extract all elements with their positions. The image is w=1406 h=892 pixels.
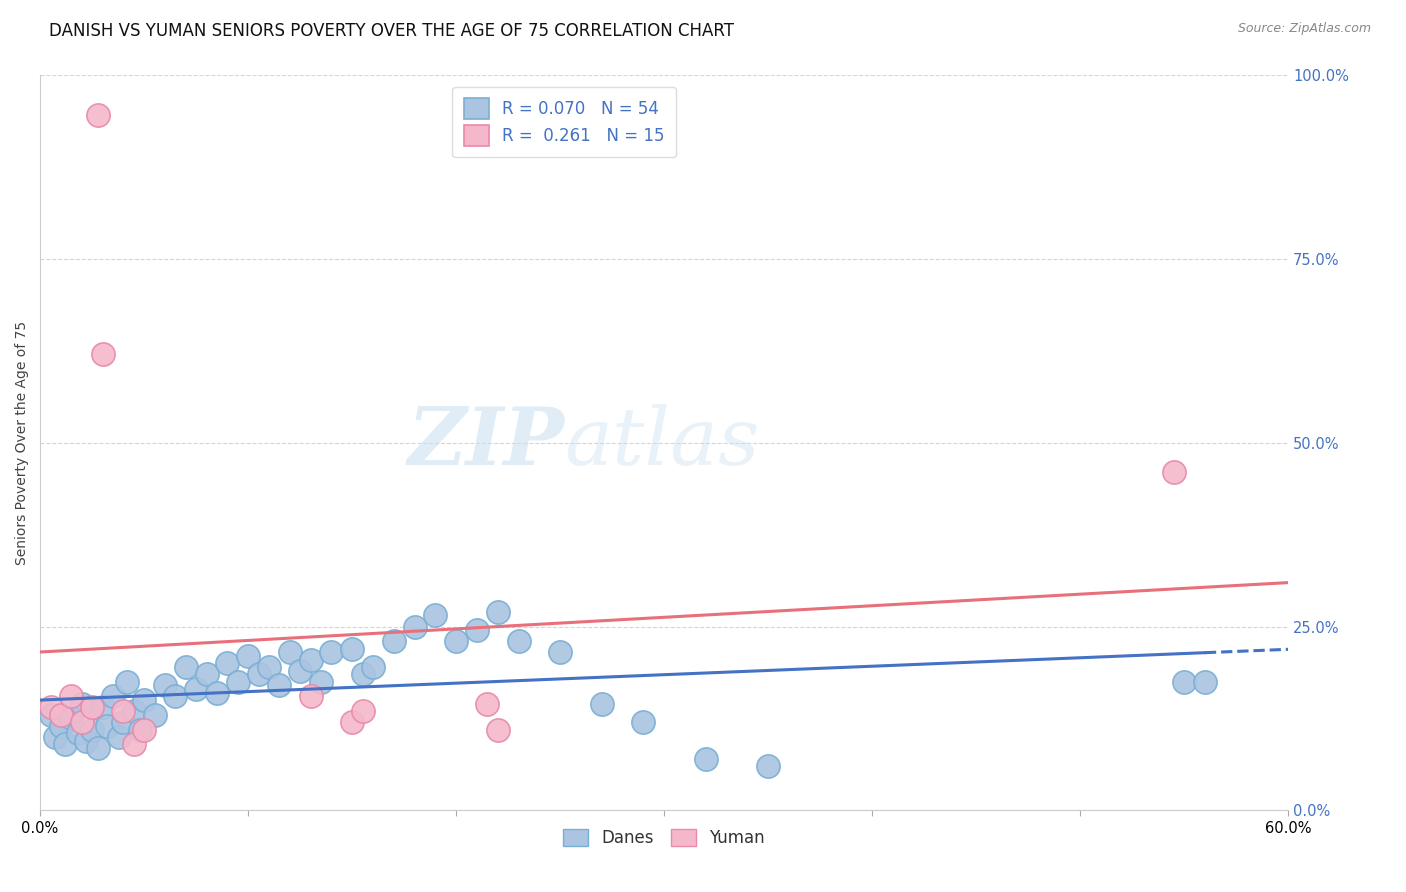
Point <box>91 347 114 361</box>
Point <box>340 641 363 656</box>
Point <box>82 700 104 714</box>
Point <box>486 605 509 619</box>
Point <box>153 678 176 692</box>
Point <box>309 674 332 689</box>
Point <box>132 723 155 737</box>
Point <box>236 648 259 663</box>
Point <box>1173 674 1195 689</box>
Point <box>486 723 509 737</box>
Point <box>321 645 343 659</box>
Point <box>299 690 322 704</box>
Point <box>112 704 135 718</box>
Point <box>299 652 322 666</box>
Point <box>112 715 135 730</box>
Point <box>340 715 363 730</box>
Point <box>117 674 139 689</box>
Text: ZIP: ZIP <box>408 404 564 482</box>
Point <box>165 690 187 704</box>
Point <box>288 664 311 678</box>
Point <box>217 657 239 671</box>
Point <box>508 634 530 648</box>
Point <box>591 697 613 711</box>
Point <box>477 697 499 711</box>
Point <box>184 681 207 696</box>
Y-axis label: Seniors Poverty Over the Age of 75: Seniors Poverty Over the Age of 75 <box>15 320 30 565</box>
Point <box>49 707 72 722</box>
Point <box>695 752 717 766</box>
Point <box>257 660 280 674</box>
Point <box>269 678 291 692</box>
Point <box>129 723 152 737</box>
Point <box>82 723 104 737</box>
Point <box>226 674 249 689</box>
Point <box>352 704 374 718</box>
Point <box>425 608 447 623</box>
Text: Source: ZipAtlas.com: Source: ZipAtlas.com <box>1237 22 1371 36</box>
Point <box>60 690 83 704</box>
Point <box>70 697 93 711</box>
Text: atlas: atlas <box>564 404 759 482</box>
Point <box>132 693 155 707</box>
Point <box>91 700 114 714</box>
Point <box>548 645 571 659</box>
Point <box>195 667 218 681</box>
Point <box>756 759 779 773</box>
Point <box>205 686 228 700</box>
Point <box>361 660 384 674</box>
Point <box>44 730 66 744</box>
Point <box>465 623 488 637</box>
Point <box>278 645 301 659</box>
Legend: Danes, Yuman: Danes, Yuman <box>557 822 772 854</box>
Point <box>101 690 124 704</box>
Point <box>87 108 110 122</box>
Point <box>87 740 110 755</box>
Point <box>1194 674 1216 689</box>
Point <box>108 730 131 744</box>
Point <box>174 660 197 674</box>
Point <box>96 719 118 733</box>
Text: DANISH VS YUMAN SENIORS POVERTY OVER THE AGE OF 75 CORRELATION CHART: DANISH VS YUMAN SENIORS POVERTY OVER THE… <box>49 22 734 40</box>
Point <box>1163 465 1185 479</box>
Point <box>39 700 62 714</box>
Point <box>49 719 72 733</box>
Point <box>404 619 426 633</box>
Point <box>122 737 145 751</box>
Point <box>70 715 93 730</box>
Point <box>444 634 467 648</box>
Point <box>122 704 145 718</box>
Point <box>352 667 374 681</box>
Point <box>39 707 62 722</box>
Point <box>66 726 89 740</box>
Point <box>633 715 655 730</box>
Point <box>60 711 83 725</box>
Point <box>143 707 166 722</box>
Point <box>75 733 97 747</box>
Point <box>247 667 270 681</box>
Point <box>53 737 76 751</box>
Point <box>382 634 405 648</box>
